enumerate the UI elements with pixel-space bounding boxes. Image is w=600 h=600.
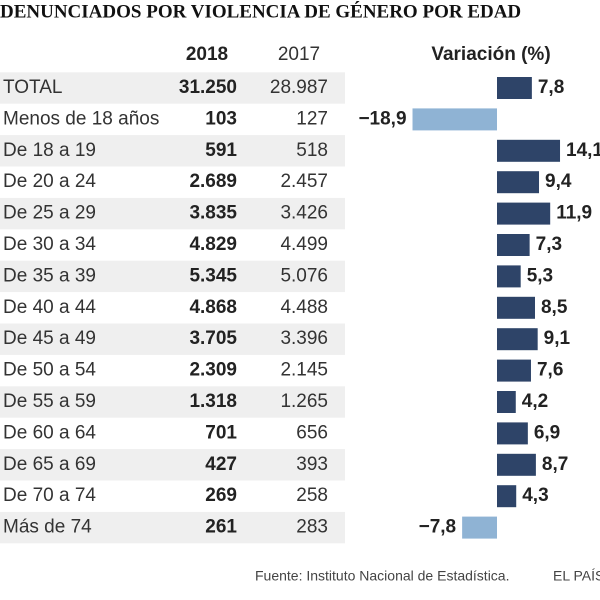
value-2017: 28.987 (270, 77, 328, 98)
value-2017: 3.426 (280, 203, 328, 224)
value-2018: 5.345 (189, 265, 237, 286)
value-2017: 518 (296, 140, 328, 161)
value-2018: 1.318 (189, 391, 237, 412)
row-stripe (0, 449, 345, 481)
value-2017: 393 (296, 454, 328, 475)
value-2017: 127 (296, 108, 328, 129)
value-label: 9,4 (545, 171, 572, 192)
value-2018: 269 (205, 485, 237, 506)
row-label: De 18 a 19 (3, 140, 96, 161)
value-2017: 4.488 (280, 297, 328, 318)
row-label: De 60 a 64 (3, 422, 96, 443)
bar (497, 171, 540, 194)
value-2018: 591 (205, 140, 237, 161)
value-2018: 3.835 (189, 203, 237, 224)
bar (497, 453, 536, 476)
value-2017: 2.145 (280, 360, 328, 381)
row-label: De 45 a 49 (3, 328, 96, 349)
bar (412, 108, 497, 131)
value-label: 8,7 (542, 454, 568, 475)
bar (462, 516, 497, 539)
row-stripe (0, 323, 345, 355)
row-label: De 30 a 34 (3, 234, 96, 255)
row-stripe (0, 72, 345, 104)
value-2018: 2.689 (189, 171, 237, 192)
row-label: De 50 a 54 (3, 360, 96, 381)
value-label: 6,9 (534, 422, 560, 443)
value-2018: 427 (205, 454, 237, 475)
value-2018: 31.250 (179, 77, 237, 98)
column-header: 2018 (186, 44, 228, 65)
row-label: De 25 a 29 (3, 203, 96, 224)
bar (497, 234, 530, 256)
column-header: Variación (%) (431, 44, 550, 65)
row-label: Más de 74 (3, 517, 92, 538)
row-stripe (0, 386, 345, 418)
value-2018: 103 (205, 108, 237, 129)
value-label: 7,8 (538, 77, 564, 98)
value-2017: 258 (296, 485, 328, 506)
row-stripe (0, 260, 345, 293)
value-2018: 4.868 (189, 297, 237, 318)
row-label: De 70 a 74 (3, 485, 96, 506)
value-label: −18,9 (358, 108, 406, 129)
bar (497, 77, 532, 99)
row-label: De 65 a 69 (3, 454, 96, 475)
value-label: 7,3 (536, 234, 562, 255)
title: DENUNCIADOS POR VIOLENCIA DE GÉNERO POR … (0, 0, 521, 22)
row-stripe (0, 135, 345, 167)
bar (497, 391, 516, 413)
value-2017: 1.265 (280, 391, 328, 412)
row-label: De 40 a 44 (3, 297, 96, 318)
value-2018: 3.705 (189, 328, 237, 349)
value-2018: 701 (205, 422, 237, 443)
value-label: −7,8 (419, 517, 457, 538)
bar (497, 422, 528, 445)
value-2017: 656 (296, 422, 328, 443)
value-label: 14,1 (566, 140, 600, 161)
column-header: 2017 (278, 44, 320, 65)
bar (497, 485, 517, 508)
value-label: 4,3 (522, 485, 548, 506)
row-label: TOTAL (3, 77, 62, 98)
bar (497, 265, 521, 288)
value-2018: 2.309 (189, 360, 237, 381)
bar (497, 139, 561, 162)
row-label: De 55 a 59 (3, 391, 96, 412)
value-label: 11,9 (556, 203, 592, 224)
source: Fuente: Instituto Nacional de Estadístic… (255, 568, 509, 584)
row-label: Menos de 18 años (3, 108, 159, 129)
value-2017: 4.499 (280, 234, 328, 255)
value-2018: 261 (205, 517, 237, 538)
brand: EL PAÍS (553, 568, 600, 584)
value-label: 8,5 (541, 297, 568, 318)
value-2017: 283 (296, 517, 328, 538)
row-stripe (0, 511, 345, 544)
rows: TOTAL 31.250 28.987 7,8 Menos de 18 años 103 1… (0, 72, 600, 544)
value-2018: 4.829 (189, 234, 237, 255)
value-2017: 3.396 (280, 328, 328, 349)
value-label: 9,1 (544, 328, 571, 349)
row-stripe (0, 197, 345, 230)
value-label: 7,6 (537, 360, 563, 381)
row-label: De 20 a 24 (3, 171, 96, 192)
bar (497, 202, 551, 225)
row-label: De 35 a 39 (3, 265, 96, 286)
value-label: 5,3 (527, 265, 553, 286)
bar (497, 328, 538, 351)
bar (497, 296, 535, 319)
value-2017: 2.457 (280, 171, 328, 192)
value-label: 4,2 (522, 391, 548, 412)
bar (497, 359, 531, 382)
value-2017: 5.076 (280, 265, 328, 286)
